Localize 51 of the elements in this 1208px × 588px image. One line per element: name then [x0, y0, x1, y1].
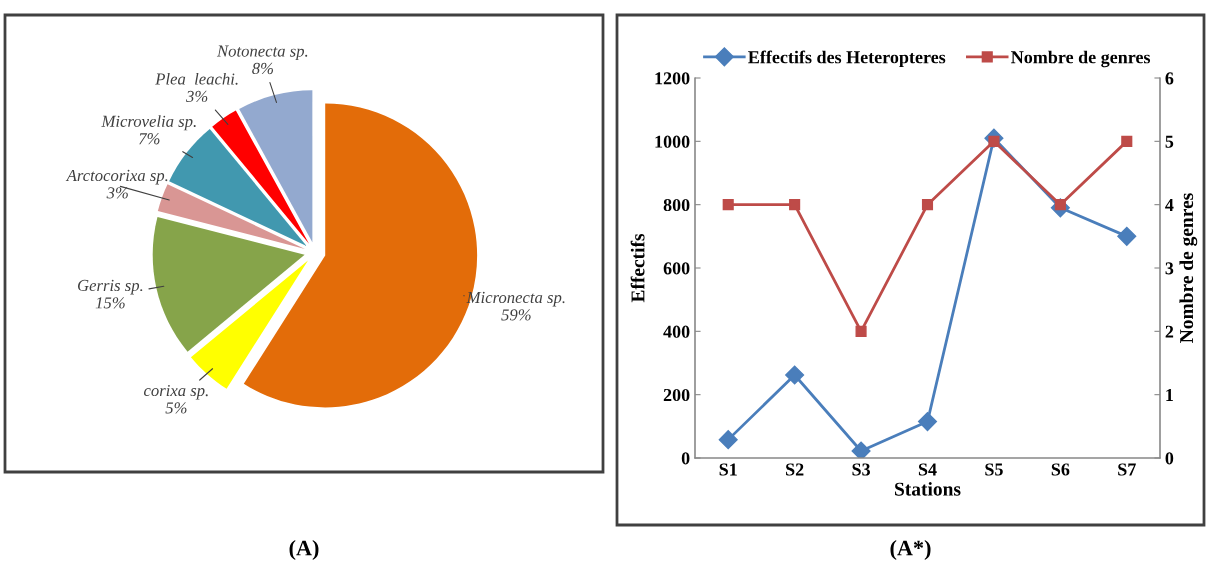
y-tick-label: 200 [663, 388, 690, 402]
y2-tick-label: 3 [1165, 262, 1174, 275]
y2-tick-label: 4 [1165, 199, 1174, 211]
slice-label: Microvelia sp. [101, 115, 196, 131]
y-axis-title: Effectifs [630, 233, 645, 303]
text: (A) [289, 539, 319, 561]
y-tick-label: 0 [681, 452, 690, 465]
y2-tick-label: 1 [1166, 389, 1173, 401]
point [722, 199, 734, 211]
x-axis-title: Stations [895, 482, 961, 496]
point [789, 199, 801, 211]
legend-label: Nombre de genres [1011, 50, 1151, 68]
y2-tick-label: 5 [1165, 135, 1174, 148]
y2-axis-title: Nombre de genres [1179, 193, 1198, 343]
slice-label: Notonecta sp. [216, 45, 308, 61]
y-tick-label: 1000 [655, 135, 690, 148]
slice-label: Gerris sp. [77, 279, 143, 295]
x-tick-label: S5 [985, 463, 1003, 476]
slice-label: Plea leachi. [155, 72, 238, 85]
point [718, 430, 738, 450]
point [917, 412, 938, 432]
x-tick-label: S4 [918, 463, 937, 476]
y-tick-label: 400 [663, 325, 690, 338]
point [1121, 135, 1133, 147]
x-tick-label: S1 [719, 463, 737, 476]
data-label: 3% [186, 90, 208, 103]
x-tick-label: S3 [852, 463, 870, 476]
data-label: 7% [139, 133, 160, 145]
slice-label: corixa sp. [144, 384, 208, 400]
point [1117, 226, 1137, 246]
y2-tick-label: 0 [1165, 452, 1174, 465]
data-label: 5% [165, 402, 187, 414]
y-tick-label: 800 [663, 198, 690, 212]
slice-label: Arctocorixa sp. [65, 169, 168, 185]
point [785, 365, 805, 385]
x-tick-label: S7 [1118, 463, 1136, 476]
x-tick-label: S6 [1051, 463, 1070, 476]
data-label: 59% [501, 309, 531, 321]
data-label: 15% [95, 297, 125, 309]
data-label: 8% [252, 62, 274, 75]
y2-tick-label: 2 [1165, 325, 1174, 338]
data-label: 3% [106, 187, 128, 199]
point [851, 441, 871, 458]
legend-label: Effectifs des Heteropteres [748, 50, 946, 68]
y2-tick-label: 6 [1165, 72, 1174, 85]
y-tick-label: 1200 [655, 72, 690, 85]
point [855, 325, 867, 337]
point [921, 199, 934, 211]
text: (A*) [890, 539, 931, 561]
x-tick-label: S2 [786, 463, 804, 476]
y-tick-label: 600 [663, 262, 690, 275]
